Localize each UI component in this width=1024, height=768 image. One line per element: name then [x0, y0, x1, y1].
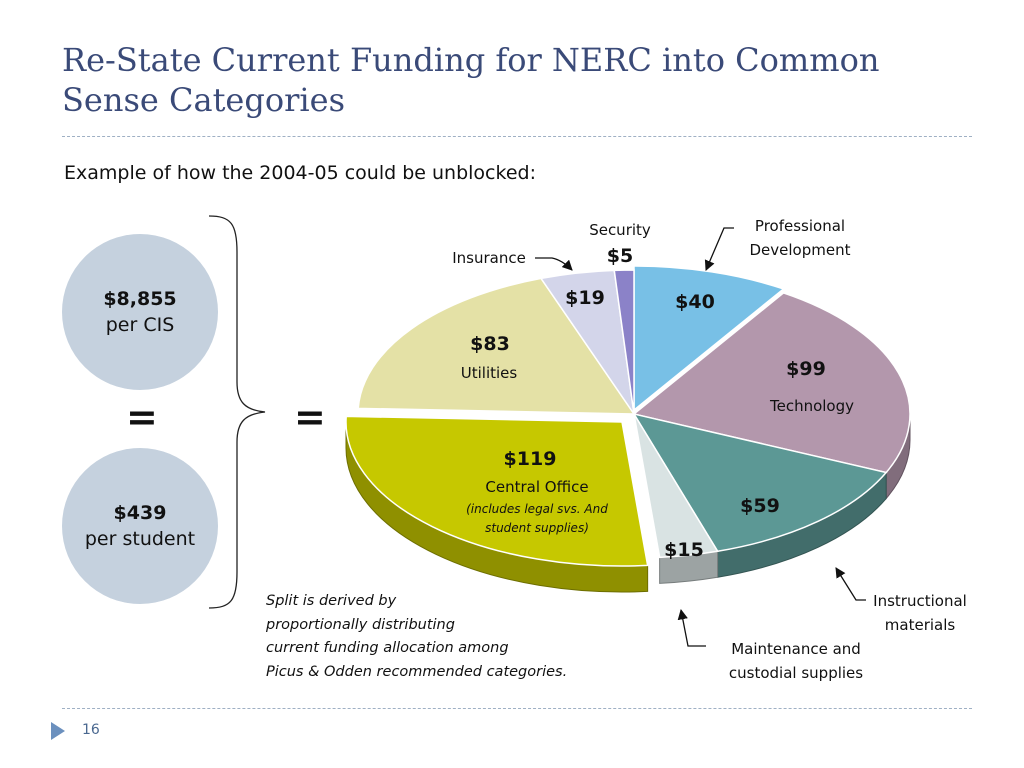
title-line-2: Sense Categories	[62, 81, 345, 119]
value-label-utilities: $83	[470, 333, 510, 355]
cis-label: per CIS	[105, 314, 175, 336]
student-label: per student	[84, 528, 196, 550]
page-number: 16	[82, 722, 100, 738]
slice-central-office	[345, 415, 649, 567]
value-label-instructional-materials: $59	[740, 495, 780, 517]
category-label-technology: Technology	[769, 397, 854, 415]
category-label-central-office: Central Office	[485, 478, 588, 496]
note-line-3: current funding allocation among	[266, 640, 509, 656]
callout-professional-development-line-1: Professional	[755, 217, 845, 235]
callout-professional-development-line-2: Development	[750, 241, 851, 259]
note-line-4: Picus & Odden recommended categories.	[266, 663, 568, 680]
footer-arrow-icon	[51, 722, 65, 740]
arrow-instructional	[835, 567, 866, 601]
callout-maintenance-line-1: Maintenance and	[731, 640, 861, 658]
slice-security	[613, 269, 635, 415]
callout-instructional-line-2: materials	[885, 616, 956, 634]
subtitle: Example of how the 2004-05 could be unbl…	[64, 162, 536, 184]
bottom-divider	[62, 708, 972, 709]
circle-per-cis: $8,855 per CIS	[62, 234, 218, 390]
top-divider	[62, 136, 972, 137]
curly-brace	[208, 215, 266, 609]
student-value: $439	[113, 502, 167, 524]
split-note: Split is derived by proportionally distr…	[266, 590, 567, 684]
title-line-1: Re-State Current Funding for NERC into C…	[62, 41, 880, 79]
value-label-security: $5	[607, 245, 633, 267]
slice-technology	[632, 292, 911, 474]
category-label-utilities: Utilities	[461, 364, 518, 382]
slide-title: Re-State Current Funding for NERC into C…	[62, 40, 962, 120]
circle-per-student: $439 per student	[62, 448, 218, 604]
central-office-note-line-2: student supplies)	[485, 521, 589, 535]
arrow-maintenance	[677, 608, 706, 647]
value-label-professional-development: $40	[675, 291, 715, 313]
note-line-2: proportionally distributing	[266, 616, 455, 633]
cis-value: $8,855	[103, 288, 177, 310]
callout-insurance: Insurance	[452, 249, 526, 267]
value-label-maintenance: $15	[664, 539, 704, 561]
central-office-note-line-1: (includes legal svs. And	[466, 502, 608, 516]
callout-instructional-line-1: Instructional	[873, 592, 967, 610]
slice-professional-development	[633, 265, 786, 412]
value-label-central-office: $119	[504, 448, 557, 470]
slice-maintenance-and-custodial-supplies	[633, 413, 719, 559]
equals-sign-right: =	[294, 395, 326, 439]
equals-sign-left: =	[126, 395, 158, 439]
callout-maintenance-line-2: custodial supplies	[729, 664, 863, 682]
note-line-1: Split is derived by	[266, 593, 397, 609]
arrow-professional-development	[704, 227, 734, 271]
callout-security: Security	[589, 221, 651, 239]
slice-utilities	[357, 277, 636, 415]
value-label-insurance: $19	[565, 287, 605, 309]
arrow-insurance	[535, 257, 573, 271]
value-label-technology: $99	[786, 358, 826, 380]
